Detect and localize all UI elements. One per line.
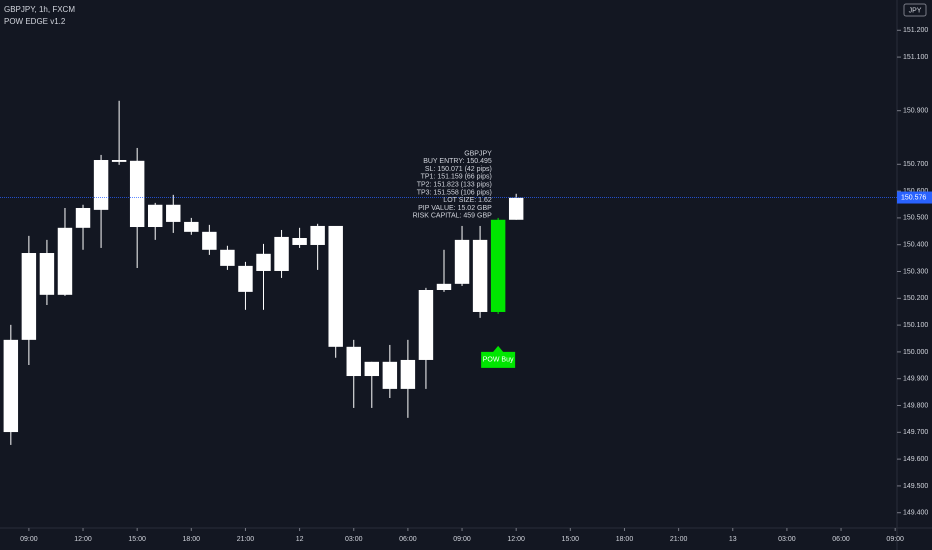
x-tick-label: 13 <box>729 536 737 543</box>
candle-body <box>147 204 163 228</box>
candle-body <box>328 225 343 347</box>
candle-body <box>238 265 253 292</box>
candle-body <box>75 207 91 228</box>
candle-body <box>93 160 109 210</box>
x-tick-label: 12:00 <box>507 536 525 543</box>
y-tick-label: 149.700 <box>903 429 928 436</box>
x-tick-label: 15:00 <box>562 536 580 543</box>
candle-body <box>129 160 145 228</box>
candle-body <box>184 221 199 232</box>
info-line: LOT SIZE: 1.62 <box>443 197 492 204</box>
x-tick-label: 06:00 <box>832 536 850 543</box>
y-tick-label: 150.000 <box>903 349 928 356</box>
info-line: GBPJPY <box>464 150 492 157</box>
y-tick-label: 150.400 <box>903 242 928 249</box>
candle-body <box>256 253 271 271</box>
candle-body <box>508 197 524 220</box>
y-tick-label: 149.800 <box>903 402 928 409</box>
y-tick-label: 149.900 <box>903 376 928 383</box>
y-tick-label: 149.600 <box>903 456 928 463</box>
signal-text: POW Buy <box>483 357 514 364</box>
x-tick-label: 18:00 <box>183 536 201 543</box>
info-line: TP3: 151.558 (106 pips) <box>417 189 492 196</box>
candle-body <box>310 225 325 245</box>
y-tick-label: 150.700 <box>903 161 928 168</box>
y-tick-label: 151.200 <box>903 27 928 34</box>
info-line: BUY ENTRY: 150.495 <box>423 158 492 165</box>
candle-body <box>274 236 289 271</box>
candle-body <box>39 253 55 295</box>
candle-body <box>490 219 506 312</box>
y-tick-label: 151.100 <box>903 54 928 61</box>
candle-body <box>364 361 380 377</box>
x-tick-label: 06:00 <box>399 536 417 543</box>
last-price-label: 150.576 <box>901 194 926 201</box>
y-tick-label: 150.100 <box>903 322 928 329</box>
candle-body <box>346 346 361 377</box>
x-tick-label: 12:00 <box>74 536 92 543</box>
x-tick-label: 12 <box>296 536 304 543</box>
currency-label: JPY <box>909 7 922 14</box>
y-tick-label: 149.500 <box>903 483 928 490</box>
candle-body <box>166 204 181 222</box>
info-line: PIP VALUE: 15.02 GBP <box>418 205 492 212</box>
y-tick-label: 150.300 <box>903 268 928 275</box>
chart-title: GBPJPY, 1h, FXCM <box>4 5 75 14</box>
y-tick-label: 149.400 <box>903 510 928 517</box>
indicator-name: POW EDGE v1.2 <box>4 17 66 26</box>
x-tick-label: 09:00 <box>20 536 38 543</box>
candle-body <box>3 339 19 433</box>
last-price-box <box>897 191 932 204</box>
candle-body <box>436 283 452 290</box>
candle-body <box>400 359 416 389</box>
candle-body <box>418 289 434 360</box>
y-tick-label: 150.500 <box>903 215 928 222</box>
info-line: SL: 150.071 (42 pips) <box>425 166 492 173</box>
candle-body <box>454 239 470 284</box>
candle-body <box>202 231 217 250</box>
info-line: TP1: 151.159 (66 pips) <box>421 174 492 181</box>
candle-body <box>57 227 73 295</box>
x-tick-label: 03:00 <box>345 536 363 543</box>
y-tick-label: 150.900 <box>903 108 928 115</box>
candle-body <box>220 249 235 266</box>
x-tick-label: 21:00 <box>670 536 688 543</box>
x-tick-label: 09:00 <box>453 536 471 543</box>
x-tick-label: 21:00 <box>237 536 255 543</box>
x-tick-label: 09:00 <box>886 536 904 543</box>
info-line: TP2: 151.823 (133 pips) <box>417 182 492 189</box>
signal-label <box>481 345 516 368</box>
y-tick-label: 150.600 <box>903 188 928 195</box>
candle-body <box>382 361 398 389</box>
candle-body <box>472 239 488 312</box>
y-tick-label: 150.200 <box>903 295 928 302</box>
x-tick-label: 03:00 <box>778 536 796 543</box>
candle-body <box>21 253 37 340</box>
candle-body <box>292 238 307 245</box>
x-tick-label: 15:00 <box>128 536 146 543</box>
currency-box <box>903 3 927 17</box>
candle-body <box>111 160 127 162</box>
info-line: RISK CAPITAL: 459 GBP <box>413 213 493 220</box>
x-tick-label: 18:00 <box>616 536 634 543</box>
